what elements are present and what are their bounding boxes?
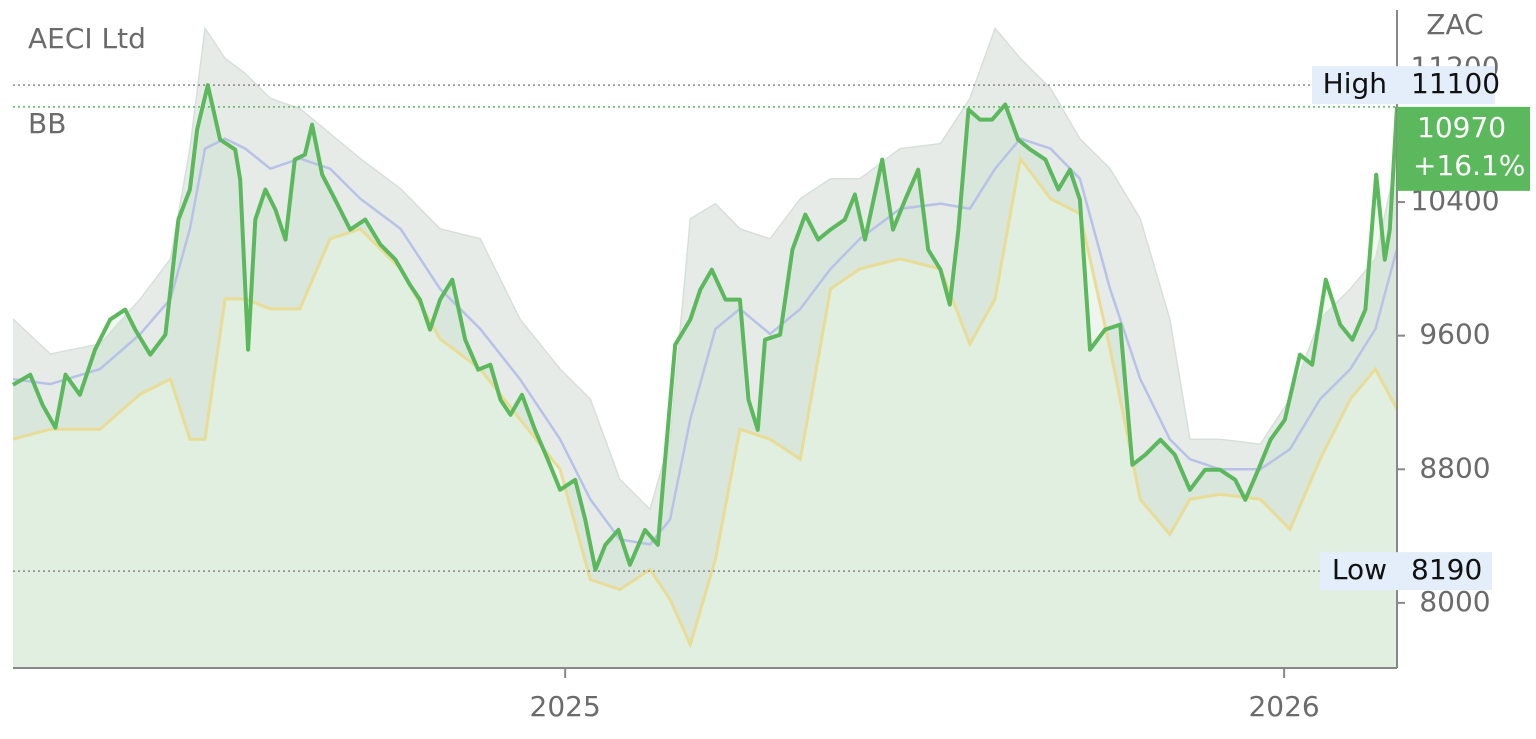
price-area: [13, 85, 1397, 668]
band-area: [13, 28, 1397, 645]
price-line: [11, 83, 1399, 572]
high-value: 11100: [1411, 67, 1500, 100]
unit-label: ZAC: [1426, 8, 1483, 41]
high-label-box: [1312, 66, 1495, 105]
low-label: Low: [1332, 553, 1387, 586]
low-label-box: [1320, 552, 1492, 591]
indicator-label: BB: [28, 107, 66, 140]
high-label: High: [1323, 67, 1387, 100]
y-tick-label: 8800: [1419, 451, 1490, 484]
last-change: +16.1%: [1413, 149, 1525, 182]
bb-middle: [12, 137, 1399, 546]
plot-area: [12, 26, 1399, 668]
chart-title: AECI Ltd: [28, 22, 146, 55]
y-tick-label: 9600: [1419, 318, 1490, 351]
x-tick-label: 2025: [530, 690, 601, 723]
bb-lower: [12, 154, 1399, 649]
lower-area: [13, 158, 1397, 668]
x-tick-label: 2026: [1248, 690, 1319, 723]
low-value: 8190: [1411, 553, 1482, 586]
y-tick-label: 8000: [1419, 585, 1490, 618]
last-box: [1397, 106, 1530, 191]
bb-upper: [12, 26, 1398, 511]
last-value: 10970: [1417, 111, 1506, 144]
